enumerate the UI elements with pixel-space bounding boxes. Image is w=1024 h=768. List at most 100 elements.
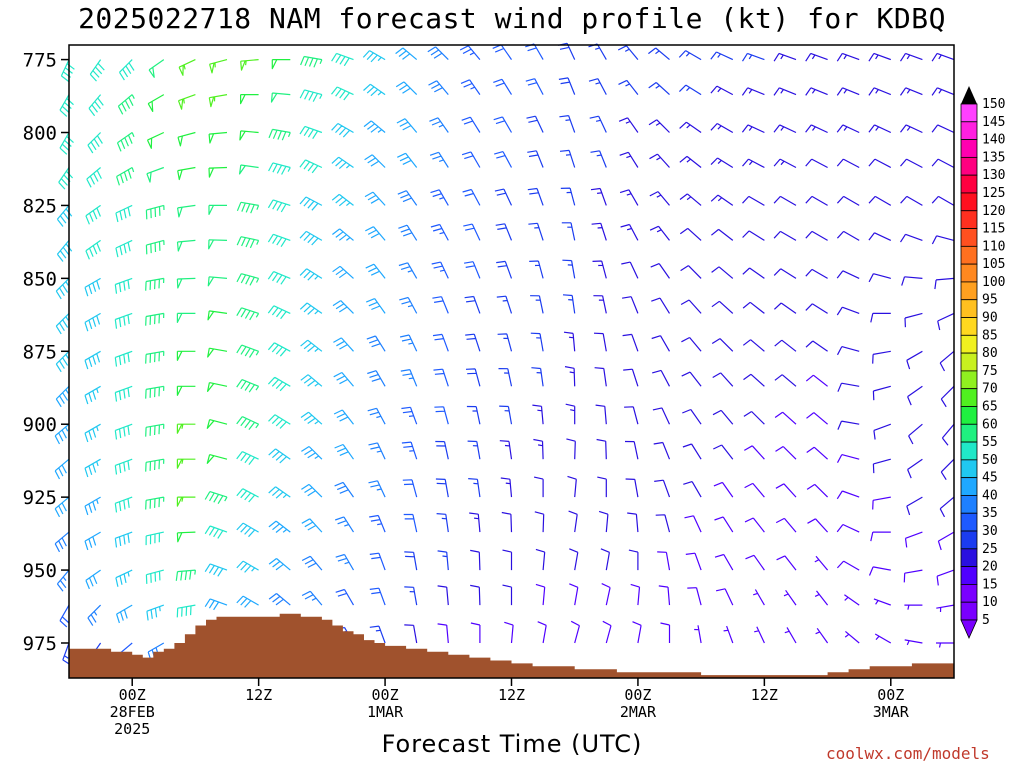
- wind-barb: [805, 87, 828, 96]
- wind-barb: [365, 263, 386, 279]
- wind-barb: [204, 598, 228, 611]
- wind-barb: [745, 554, 765, 571]
- colorbar-cell: [960, 477, 978, 496]
- wind-barb: [236, 595, 259, 608]
- wind-barb: [369, 514, 386, 533]
- wind-barb: [622, 333, 639, 352]
- wind-barb: [461, 116, 481, 133]
- colorbar-label: 150: [982, 97, 1005, 112]
- wind-barb: [331, 156, 354, 170]
- wind-barb: [114, 312, 133, 329]
- wind-barb: [595, 404, 607, 425]
- wind-barb: [145, 458, 165, 472]
- y-tick-label: 900: [23, 414, 57, 436]
- wind-barb: [114, 496, 133, 513]
- wind-barb: [783, 589, 797, 606]
- wind-barb: [648, 47, 670, 61]
- wind-barb: [331, 52, 354, 67]
- wind-barb: [590, 187, 607, 206]
- wind-barb: [558, 77, 576, 95]
- wind-barb: [365, 226, 386, 241]
- wind-barb: [592, 260, 607, 279]
- wind-barb: [805, 52, 828, 62]
- wind-barb: [657, 551, 671, 571]
- wind-barb: [868, 87, 892, 96]
- colorbar-cell: [960, 210, 978, 229]
- wind-barb: [236, 379, 260, 393]
- wind-barb: [268, 558, 291, 571]
- wind-barb: [431, 261, 449, 279]
- wind-barb: [403, 513, 418, 533]
- wind-barb: [145, 531, 164, 546]
- wind-barb: [499, 440, 513, 460]
- wind-barb: [773, 158, 797, 169]
- wind-barb: [114, 458, 133, 475]
- wind-barb: [367, 370, 386, 387]
- wind-barb: [56, 205, 73, 227]
- wind-barb: [684, 515, 702, 533]
- colorbar-label: 115: [982, 222, 1005, 237]
- colorbar-cell: [960, 388, 978, 407]
- wind-barb: [868, 195, 892, 206]
- terrain-profile: [69, 613, 954, 678]
- wind-barb: [741, 124, 765, 134]
- wind-barb: [236, 201, 260, 214]
- wind-barb: [176, 496, 196, 507]
- wind-barb: [59, 132, 74, 155]
- wind-barb: [805, 195, 828, 206]
- wind-barb: [236, 236, 260, 249]
- wind-barb: [650, 263, 670, 279]
- wind-barb: [54, 423, 70, 445]
- wind-barb: [204, 525, 228, 539]
- colorbar-label: 30: [982, 524, 998, 539]
- wind-barb: [806, 446, 829, 460]
- wind-barb: [940, 385, 955, 408]
- wind-barb: [723, 625, 734, 644]
- wind-barb: [268, 486, 291, 499]
- wind-barb: [116, 132, 135, 152]
- colorbar-label: 75: [982, 364, 998, 379]
- wind-barb: [899, 233, 923, 243]
- wind-barb: [116, 604, 133, 624]
- wind-barb: [937, 312, 955, 331]
- colorbar-cell: [960, 121, 978, 140]
- wind-barb: [300, 55, 323, 68]
- wind-barb: [844, 594, 860, 606]
- colorbar-label: 55: [982, 435, 998, 450]
- wind-barb: [300, 339, 323, 353]
- wind-barb: [939, 496, 955, 518]
- wind-barb: [428, 80, 449, 95]
- wind-barb: [176, 277, 196, 289]
- wind-barb: [114, 423, 133, 440]
- wind-barb: [206, 419, 228, 429]
- wind-barb: [207, 310, 228, 321]
- colorbar-label: 15: [982, 577, 998, 592]
- wind-barb: [651, 335, 671, 352]
- colorbar-cell: [960, 352, 978, 372]
- wind-barb: [618, 117, 639, 133]
- wind-barb: [145, 277, 165, 291]
- x-tick-label: 3MAR: [873, 703, 910, 721]
- wind-barb: [870, 531, 891, 542]
- wind-barb: [710, 194, 734, 206]
- wind-barb: [240, 94, 259, 105]
- wind-barb: [461, 151, 481, 168]
- wind-barb: [907, 385, 923, 406]
- wind-barb: [363, 83, 386, 97]
- wind-barb: [176, 423, 196, 434]
- wind-barb: [844, 630, 860, 644]
- wind-barb: [874, 633, 892, 644]
- colorbar-cell: [960, 317, 978, 336]
- wind-barb: [567, 475, 577, 498]
- wind-barb: [594, 367, 607, 387]
- wind-barb: [496, 295, 513, 314]
- wind-barb: [597, 476, 607, 498]
- wind-barb: [679, 193, 702, 206]
- wind-barb: [711, 300, 734, 314]
- wind-barb: [175, 569, 196, 581]
- wind-barb: [239, 130, 259, 141]
- wind-barb: [333, 409, 354, 425]
- colorbar-cell: [960, 441, 978, 461]
- wind-barb: [525, 43, 544, 60]
- wind-barb: [713, 444, 734, 460]
